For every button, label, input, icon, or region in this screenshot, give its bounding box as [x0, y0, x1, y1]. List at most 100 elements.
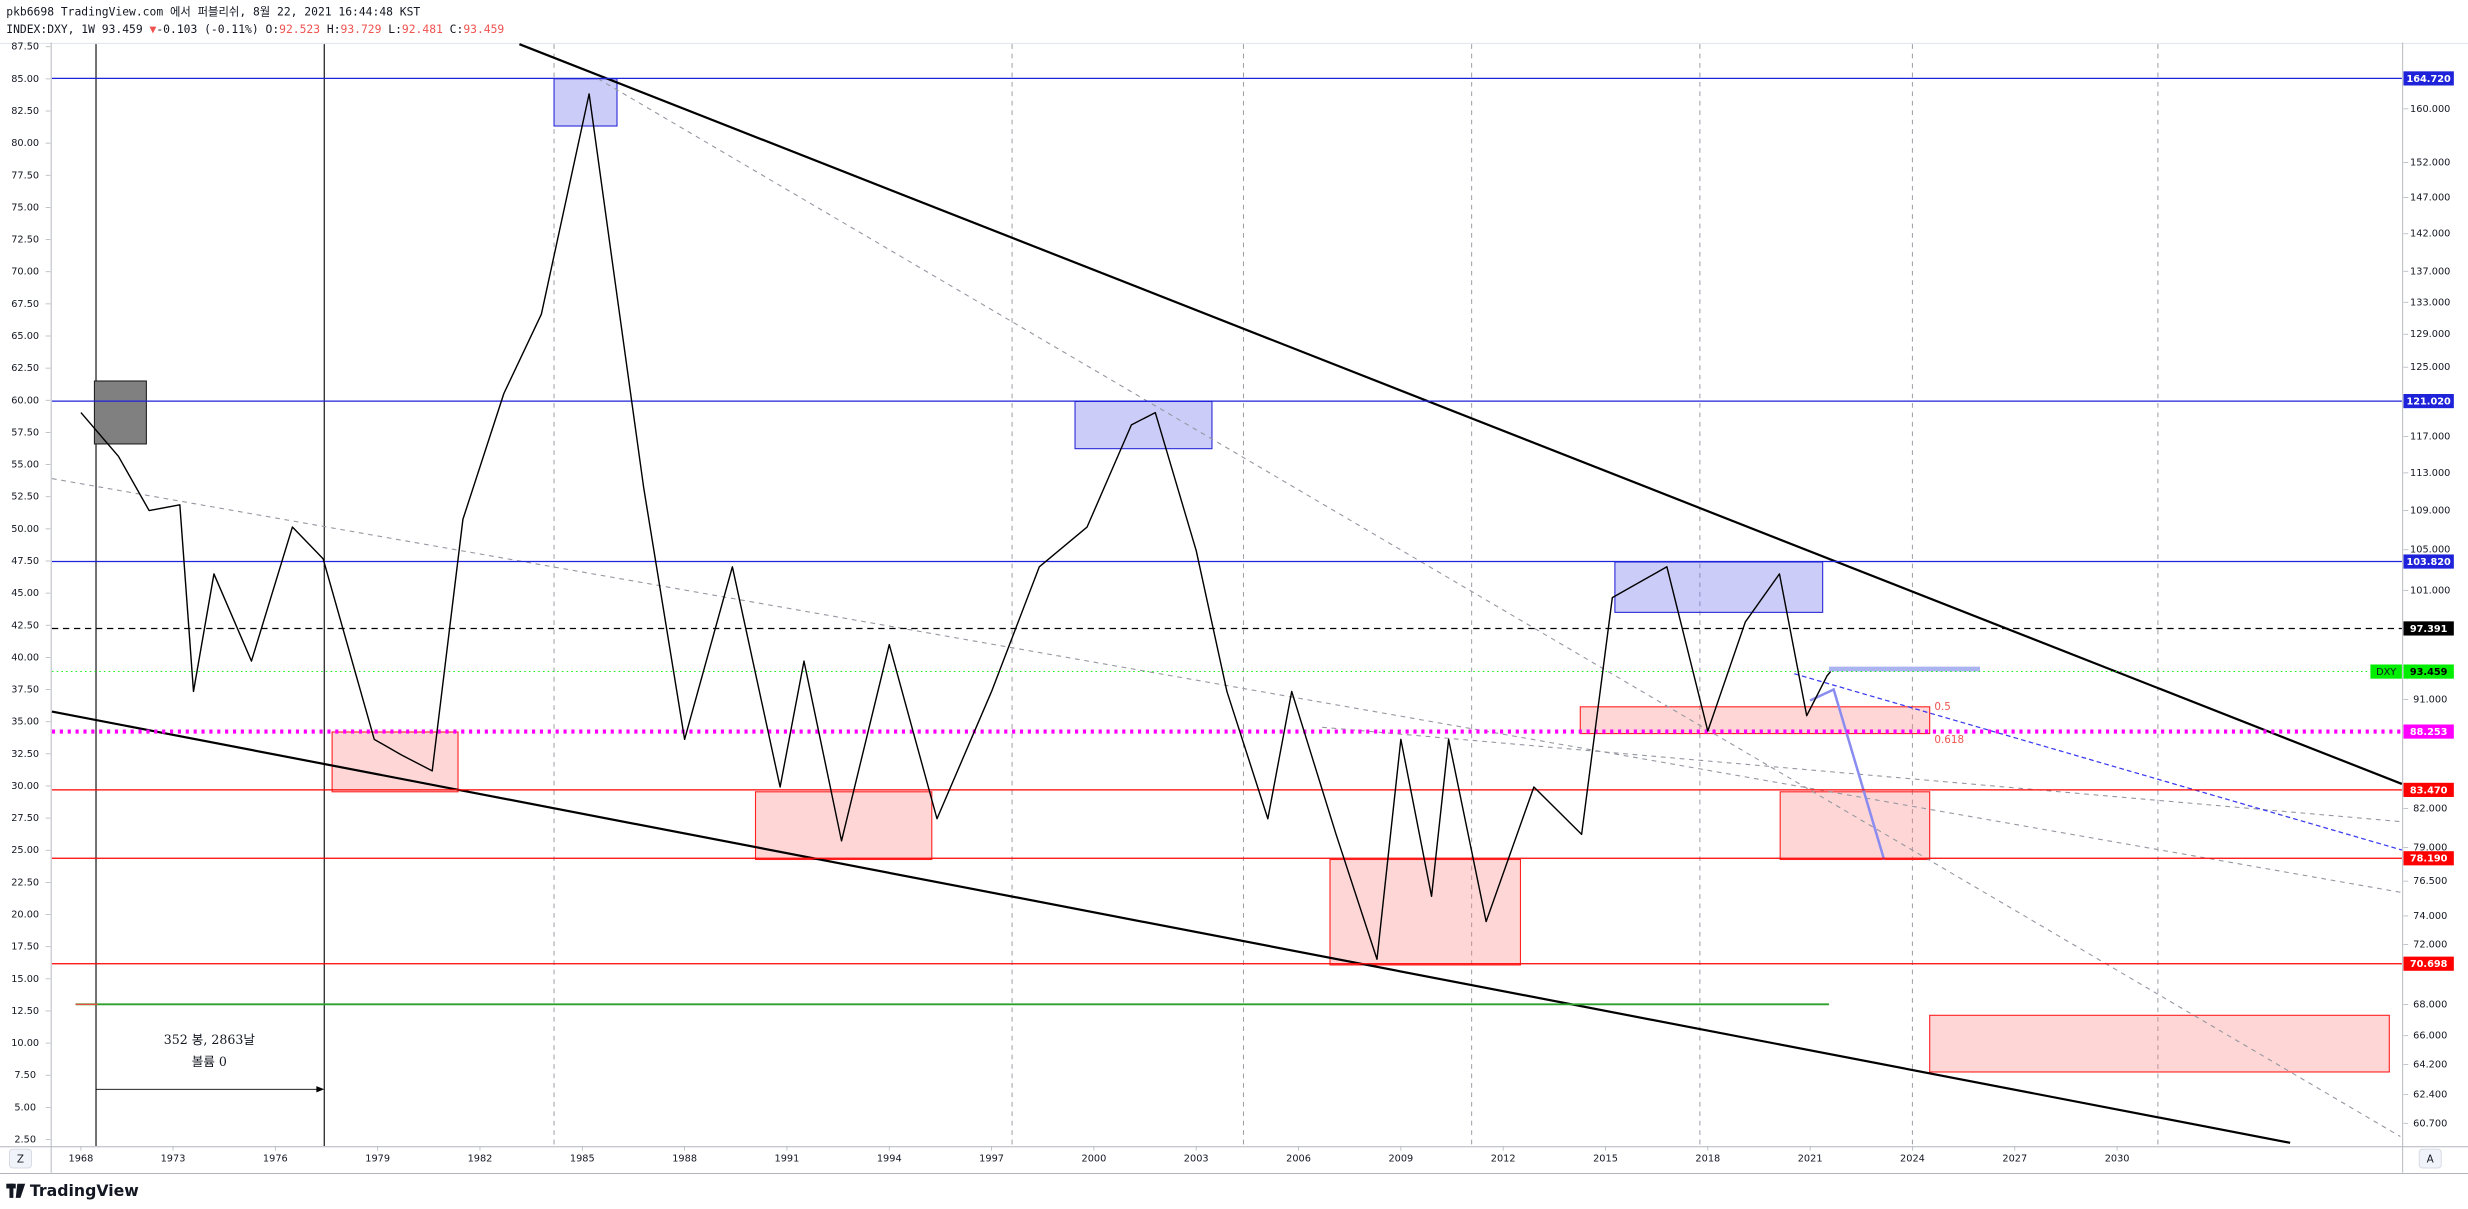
y-tick-label: 20.00 [11, 910, 39, 921]
dashed-trend [51, 478, 2402, 894]
y2-tick-label: 62.400 [2413, 1089, 2447, 1100]
projection-path [1809, 687, 1886, 860]
price-label: 103.820 [2406, 557, 2451, 568]
y2-tick-label: 76.500 [2413, 876, 2447, 887]
y-tick-label: 55.00 [11, 460, 39, 471]
y2-tick-label: 82.000 [2413, 803, 2447, 814]
y2-tick-label: 152.000 [2410, 158, 2450, 169]
y-tick-label: 72.50 [11, 235, 39, 246]
y-tick-label: 65.00 [11, 331, 39, 342]
low-label: L: [388, 22, 402, 36]
arrow-head [316, 1086, 325, 1093]
fib-box [1579, 706, 1931, 735]
y-tick-label: 40.00 [11, 652, 39, 663]
y-tick-label: 80.00 [11, 138, 39, 149]
y-tick-label: 87.50 [11, 42, 39, 53]
y-tick-label: 5.00 [14, 1102, 36, 1113]
range-volume-text: 볼륨 0 [192, 1054, 227, 1069]
price-label: 164.720 [2406, 74, 2451, 85]
y2-tick-label: 125.000 [2410, 362, 2450, 373]
y2-tick-label: 117.000 [2410, 431, 2450, 442]
y-tick-label: 62.50 [11, 363, 39, 374]
x-tick-label: 1976 [263, 1154, 288, 1165]
y2-tick-label: 68.000 [2413, 999, 2447, 1010]
axes: 2.50 5.00 7.50 10.00 12.50 15.00 17.50 20.00 22.… [11, 42, 2454, 1165]
x-tick-label: 2021 [1798, 1154, 1823, 1165]
price-label-box [2403, 621, 2454, 636]
blue-box [1074, 400, 1213, 450]
dashed-trend [597, 78, 2401, 1137]
price-label-box [2403, 956, 2454, 971]
high-value: 93.729 [341, 22, 382, 36]
y2-tick-label: 74.000 [2413, 911, 2447, 922]
y-tick-label: 85.00 [11, 74, 39, 85]
y2-tick-label: 129.000 [2410, 329, 2450, 340]
close-value: 93.459 [463, 22, 504, 36]
price-label-box [2403, 724, 2454, 739]
price-label-box [2403, 851, 2454, 866]
open-label: O: [266, 22, 280, 36]
y-tick-label: 67.50 [11, 299, 39, 310]
y-tick-label: 70.00 [11, 267, 39, 278]
red-box [331, 731, 459, 793]
price-line-series [80, 93, 1832, 960]
last-price: 93.459 [102, 22, 143, 36]
y-tick-label: 17.50 [11, 942, 39, 953]
y-tick-label: 37.50 [11, 685, 39, 696]
x-tick-label: 2012 [1491, 1154, 1516, 1165]
red-box [1929, 1014, 2390, 1073]
y2-tick-label: 101.000 [2410, 585, 2450, 596]
price-label: 93.459 [2410, 667, 2448, 678]
brand: TradingView [30, 1181, 139, 1200]
x-tick-label: 2015 [1593, 1154, 1618, 1165]
price-label-box [2403, 554, 2454, 569]
dashed-trend-lines [51, 78, 2402, 1137]
y-tick-label: 30.00 [11, 781, 39, 792]
z-button-label[interactable]: Z [17, 1153, 24, 1165]
x-tick-label: 1991 [775, 1154, 800, 1165]
vertical-dashed-lines [553, 44, 2159, 1146]
price-label: 97.391 [2410, 624, 2448, 635]
high-label: H: [327, 22, 341, 36]
x-tick-label: 1982 [468, 1154, 493, 1165]
x-tick-label: 1985 [570, 1154, 595, 1165]
blue-dashed-trend [1794, 673, 2403, 851]
y2-tick-label: 72.000 [2413, 940, 2447, 951]
y2-tick-label: 105.000 [2410, 545, 2450, 556]
logo-part [15, 1183, 26, 1198]
y2-tick-label: 113.000 [2410, 468, 2450, 479]
blue-box [1614, 561, 1824, 613]
drawings: 352 봉, 2863날 볼륨 0 0.5 0.618 [51, 43, 2403, 1146]
y-tick-label: 42.50 [11, 620, 39, 631]
y-tick-label: 32.50 [11, 749, 39, 760]
x-tick-label: 1968 [69, 1154, 94, 1165]
auto-button[interactable] [2418, 1148, 2442, 1169]
series-tag-box [2370, 664, 2402, 679]
fib-label: 0.618 [1934, 734, 1964, 746]
y-tick-label: 15.00 [11, 974, 39, 985]
brand-logo [6, 1183, 26, 1198]
price-label-box [2403, 664, 2454, 679]
y2-tick-label: 133.000 [2410, 297, 2450, 308]
y2-tick-label: 142.000 [2410, 229, 2450, 240]
auto-button-label[interactable]: A [2427, 1153, 2435, 1165]
trend-line [519, 43, 2403, 785]
y-tick-label: 25.00 [11, 845, 39, 856]
y-tick-label: 12.50 [11, 1006, 39, 1017]
y-tick-label: 60.00 [11, 395, 39, 406]
y-tick-label: 45.00 [11, 588, 39, 599]
x-tick-label: 2006 [1286, 1154, 1311, 1165]
y-tick-label: 50.00 [11, 524, 39, 535]
z-button[interactable] [9, 1148, 32, 1169]
red-box [754, 791, 933, 861]
y2-tick-label: 66.000 [2413, 1031, 2447, 1042]
blue-box [553, 78, 618, 127]
y-tick-label: 82.50 [11, 106, 39, 117]
price-label: 121.020 [2406, 397, 2451, 408]
change: -0.103 (-0.11%) [156, 22, 258, 36]
plot-area [51, 77, 2402, 965]
price-label: 88.253 [2410, 727, 2448, 738]
y2-tick-label: 64.200 [2413, 1060, 2447, 1071]
y2-tick-label: 147.000 [2410, 193, 2450, 204]
